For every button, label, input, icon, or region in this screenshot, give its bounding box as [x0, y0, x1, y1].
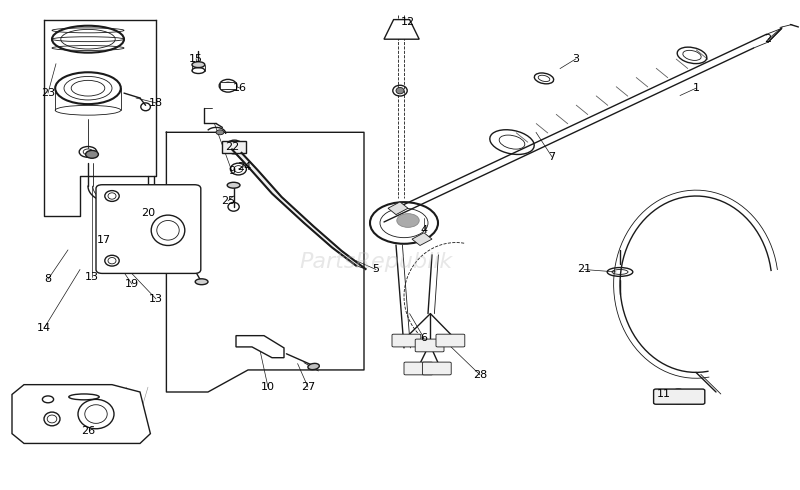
Text: 19: 19: [125, 279, 139, 289]
Text: PartsRepublik: PartsRepublik: [299, 252, 453, 272]
Text: 9: 9: [229, 167, 235, 176]
Text: 13: 13: [149, 294, 163, 304]
Polygon shape: [232, 149, 366, 269]
Text: 20: 20: [141, 208, 155, 218]
Text: 7: 7: [549, 152, 555, 162]
Polygon shape: [412, 233, 432, 245]
Ellipse shape: [397, 214, 419, 227]
Polygon shape: [236, 336, 284, 358]
FancyBboxPatch shape: [654, 389, 705, 404]
Text: 4: 4: [421, 225, 427, 235]
Ellipse shape: [670, 389, 687, 404]
Text: 5: 5: [373, 265, 379, 274]
Polygon shape: [222, 141, 246, 153]
FancyBboxPatch shape: [96, 185, 201, 273]
FancyBboxPatch shape: [422, 362, 451, 375]
Text: 16: 16: [233, 83, 247, 93]
Text: 23: 23: [41, 88, 55, 98]
Text: 13: 13: [85, 272, 99, 282]
FancyBboxPatch shape: [392, 334, 421, 347]
Ellipse shape: [195, 279, 208, 285]
Text: 24: 24: [237, 162, 251, 172]
Text: 27: 27: [301, 382, 315, 392]
Text: 28: 28: [473, 370, 487, 380]
Text: 26: 26: [81, 426, 95, 436]
Text: 17: 17: [97, 235, 111, 245]
Text: 11: 11: [657, 390, 671, 399]
Ellipse shape: [216, 130, 224, 135]
Polygon shape: [12, 385, 150, 443]
Ellipse shape: [227, 182, 240, 188]
Polygon shape: [220, 82, 236, 89]
Text: 2: 2: [765, 34, 771, 44]
Ellipse shape: [192, 62, 205, 68]
Ellipse shape: [308, 364, 319, 369]
Text: 6: 6: [421, 333, 427, 343]
Text: 3: 3: [573, 54, 579, 64]
Polygon shape: [384, 20, 419, 39]
Text: 14: 14: [37, 323, 51, 333]
Text: 25: 25: [221, 196, 235, 206]
Text: 15: 15: [189, 54, 203, 64]
Ellipse shape: [222, 82, 234, 90]
Text: 21: 21: [577, 265, 591, 274]
Circle shape: [86, 150, 98, 158]
Ellipse shape: [229, 143, 240, 151]
FancyBboxPatch shape: [436, 334, 465, 347]
Polygon shape: [388, 202, 408, 215]
FancyBboxPatch shape: [415, 339, 444, 352]
Text: 1: 1: [693, 83, 699, 93]
Text: 18: 18: [149, 98, 163, 108]
Text: 8: 8: [45, 274, 51, 284]
Ellipse shape: [396, 87, 404, 94]
FancyBboxPatch shape: [404, 362, 433, 375]
Text: 10: 10: [261, 382, 275, 392]
Text: 22: 22: [225, 142, 239, 152]
Text: 12: 12: [401, 17, 415, 27]
